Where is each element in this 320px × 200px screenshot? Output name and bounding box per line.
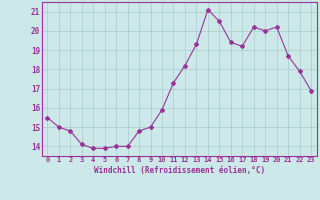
X-axis label: Windchill (Refroidissement éolien,°C): Windchill (Refroidissement éolien,°C) [94,166,265,175]
